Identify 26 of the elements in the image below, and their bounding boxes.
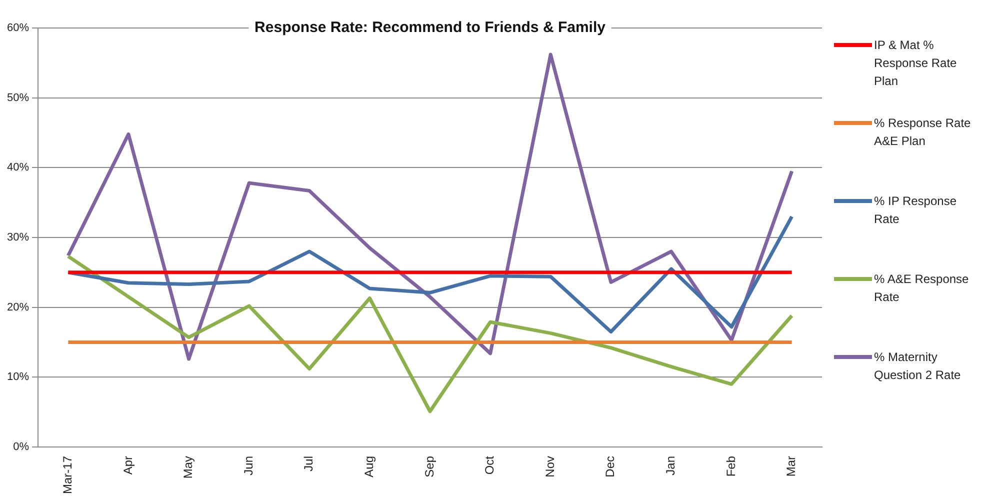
y-tick-label: 10% xyxy=(6,371,30,384)
x-tick-label: Aug xyxy=(362,456,376,478)
x-tick-label: Mar xyxy=(784,456,798,477)
y-tick-label: 60% xyxy=(6,22,30,34)
x-tick-label: Jul xyxy=(302,456,316,472)
y-tick-label: 40% xyxy=(6,162,30,174)
y-tick-label: 50% xyxy=(6,92,30,104)
legend-label: % Response Rate A&E Plan xyxy=(874,115,972,150)
x-tick-label: Jun xyxy=(241,456,256,476)
x-tick-label: Nov xyxy=(542,456,557,478)
chart-title: Response Rate: Recommend to Friends & Family xyxy=(254,19,606,36)
x-tick-label: Mar-17 xyxy=(60,456,74,494)
x-tick-label: Apr xyxy=(120,456,135,475)
x-tick-label: Jan xyxy=(664,456,678,476)
x-tick-label: Sep xyxy=(422,456,436,478)
y-tick-label: 30% xyxy=(6,232,30,244)
legend-label: % A&E Response Rate xyxy=(874,271,970,306)
x-tick-label: Feb xyxy=(724,456,738,477)
y-tick-label: 20% xyxy=(6,301,30,314)
legend-label: % Maternity Question 2 Rate xyxy=(874,349,962,384)
y-tick-label: 0% xyxy=(13,441,30,454)
x-tick-label: Oct xyxy=(482,455,497,475)
legend-label: % IP Response Rate xyxy=(874,193,958,228)
x-tick-label: Dec xyxy=(603,456,618,478)
x-tick-label: May xyxy=(181,456,196,479)
legend-label: IP & Mat % Response Rate Plan xyxy=(874,37,958,90)
